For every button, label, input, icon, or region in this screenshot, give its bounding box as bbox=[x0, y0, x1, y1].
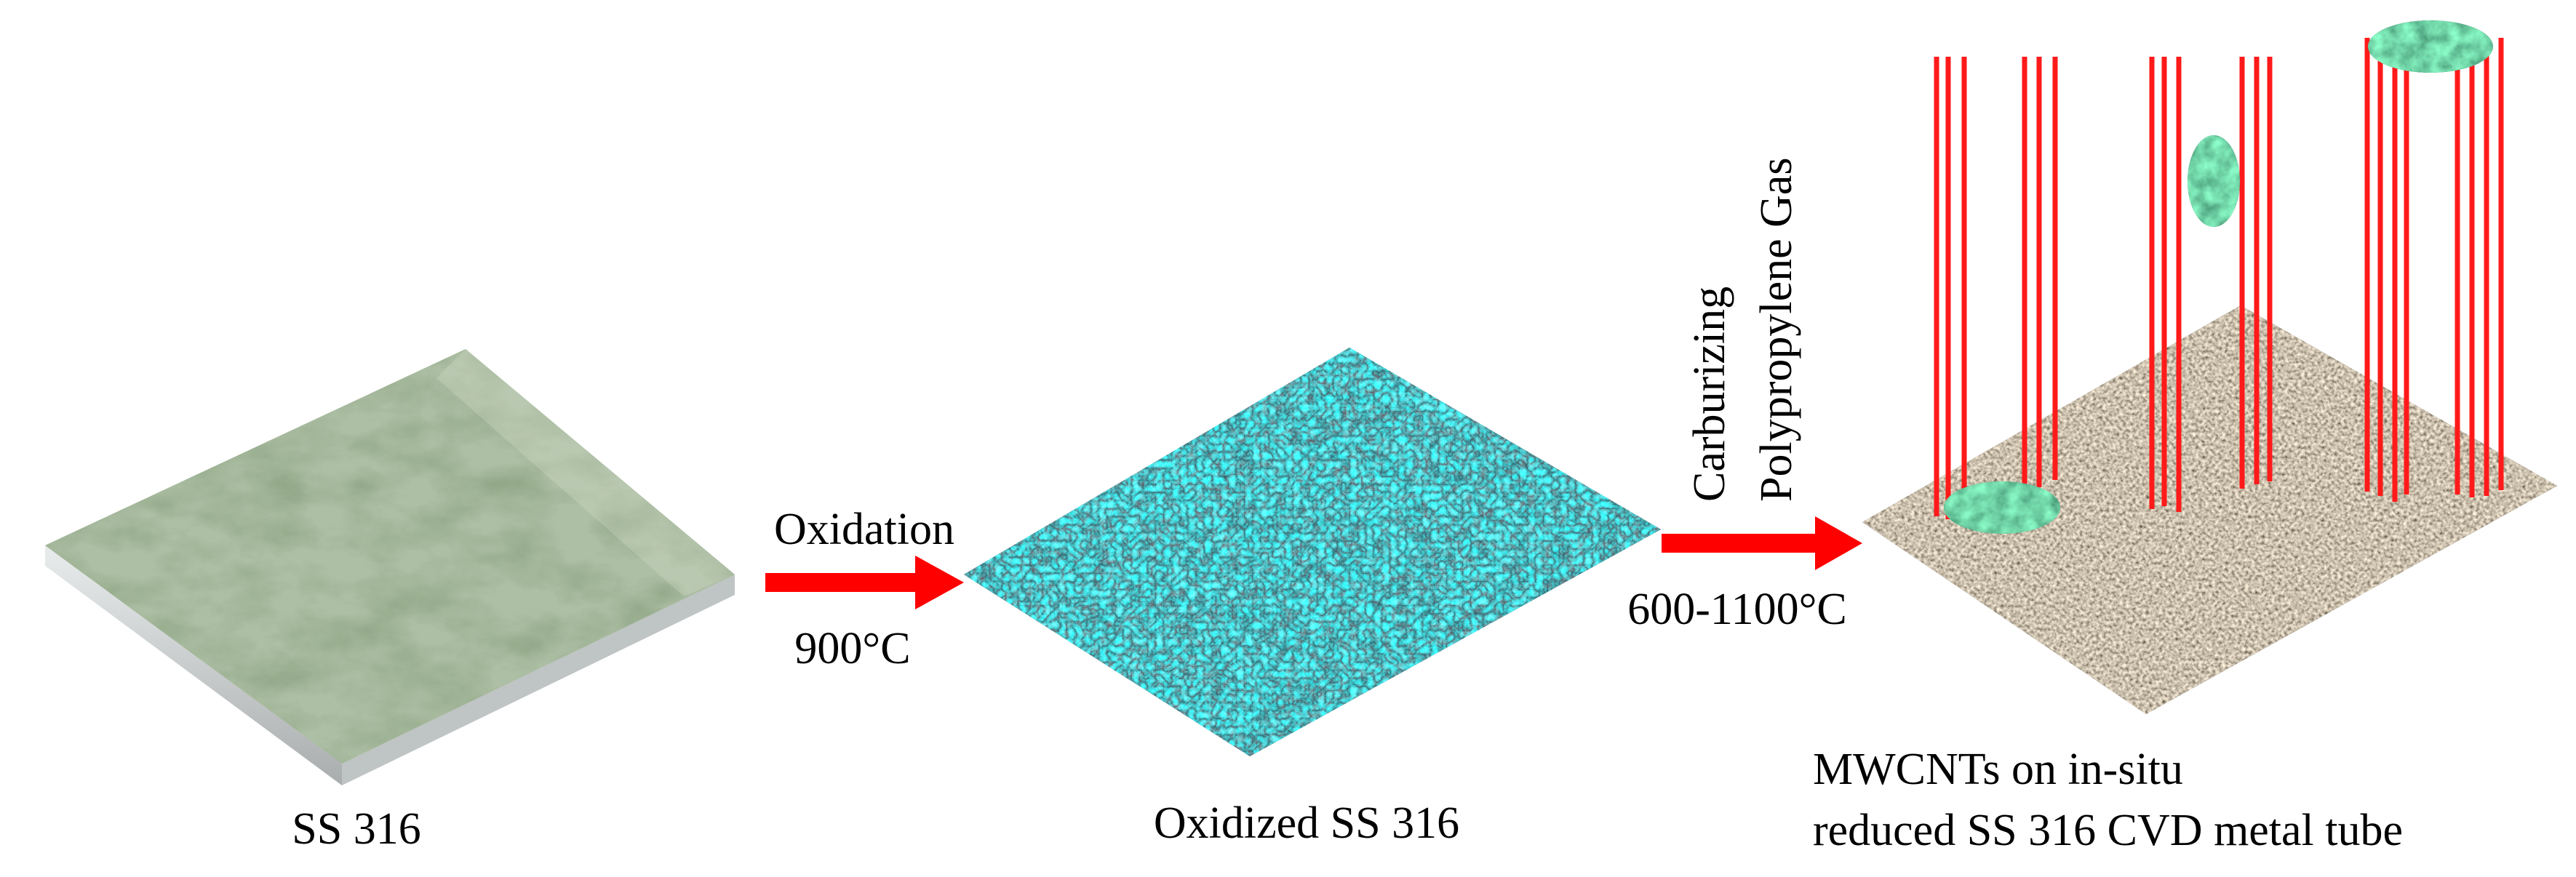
oxidized-texture bbox=[964, 348, 1661, 756]
catalyst-particle-top-texture bbox=[2368, 20, 2493, 73]
mwcnt-substrate bbox=[1862, 305, 2557, 714]
reduced-substrate-texture bbox=[1862, 305, 2557, 714]
step2-above-label: Carburizing Polypropylene Gas bbox=[1685, 157, 1801, 502]
stage3-label-line2: reduced SS 316 CVD metal tube bbox=[1813, 806, 2403, 855]
plate-top-texture bbox=[45, 349, 735, 764]
plate-side-left bbox=[45, 545, 342, 785]
catalyst-particles bbox=[1944, 20, 2493, 534]
step2-above-line1: Carburizing bbox=[1685, 287, 1734, 502]
catalyst-particle-bottom-texture bbox=[1944, 481, 2060, 534]
step1-above-label: Oxidation bbox=[774, 505, 954, 554]
oxidized-plate bbox=[964, 348, 1661, 756]
nanotubes bbox=[1934, 38, 2504, 519]
arrow-carburizing bbox=[1662, 516, 1862, 570]
step1-below-label: 900°C bbox=[794, 624, 910, 673]
plate-side-right bbox=[342, 574, 735, 785]
arrow-oxidation bbox=[765, 556, 964, 609]
catalyst-particle-middle-texture bbox=[2188, 135, 2240, 227]
stage3-label-line1: MWCNTs on in-situ bbox=[1813, 745, 2183, 794]
stage1-label: SS 316 bbox=[292, 804, 420, 854]
step2-below-label: 600-1100°C bbox=[1627, 585, 1847, 634]
plate-top-highlight bbox=[436, 349, 735, 596]
stage2-label: Oxidized SS 316 bbox=[1154, 798, 1459, 848]
step2-above-line2: Polypropylene Gas bbox=[1752, 157, 1801, 502]
ss316-plate bbox=[45, 349, 735, 785]
